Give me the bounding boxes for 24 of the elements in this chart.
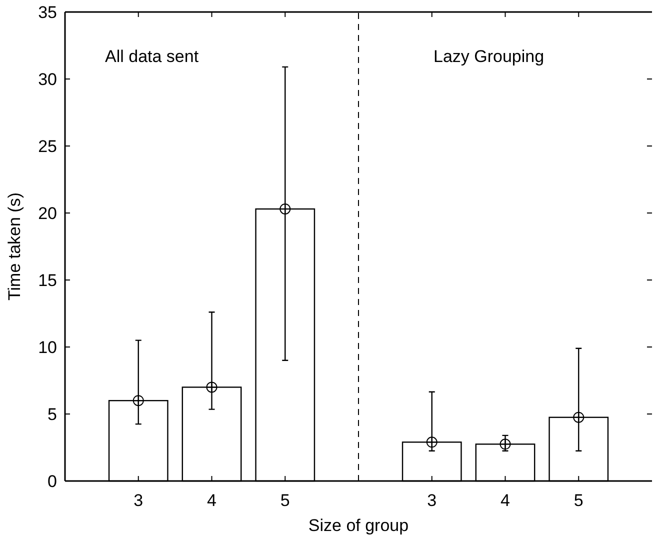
y-tick-label: 35	[38, 2, 57, 22]
point	[132, 395, 144, 406]
y-axis-title: Time taken (s)	[5, 192, 24, 301]
annotation: All data sent	[105, 47, 199, 66]
x-tick-label: 5	[280, 491, 290, 510]
y-tick-label: 25	[38, 136, 57, 156]
x-tick-label: 3	[427, 491, 437, 510]
y-tick-label: 10	[38, 338, 57, 357]
y-tick-label: 30	[38, 70, 57, 89]
x-axis-title: Size of group	[308, 516, 409, 535]
point	[573, 412, 584, 423]
point	[500, 438, 511, 450]
x-tick-label: 4	[207, 491, 216, 510]
x-tick-label: 4	[500, 491, 510, 510]
y-tick-label: 5	[48, 404, 57, 424]
y-tick-label: 20	[38, 204, 57, 223]
annotation: Lazy Grouping	[434, 47, 544, 66]
point	[426, 436, 438, 448]
y-tick-label: 0	[48, 472, 57, 491]
x-tick-label: 5	[574, 491, 584, 510]
point	[206, 382, 218, 393]
y-tick-label: 15	[38, 270, 57, 290]
point	[280, 203, 291, 214]
x-tick-label: 3	[134, 491, 144, 510]
